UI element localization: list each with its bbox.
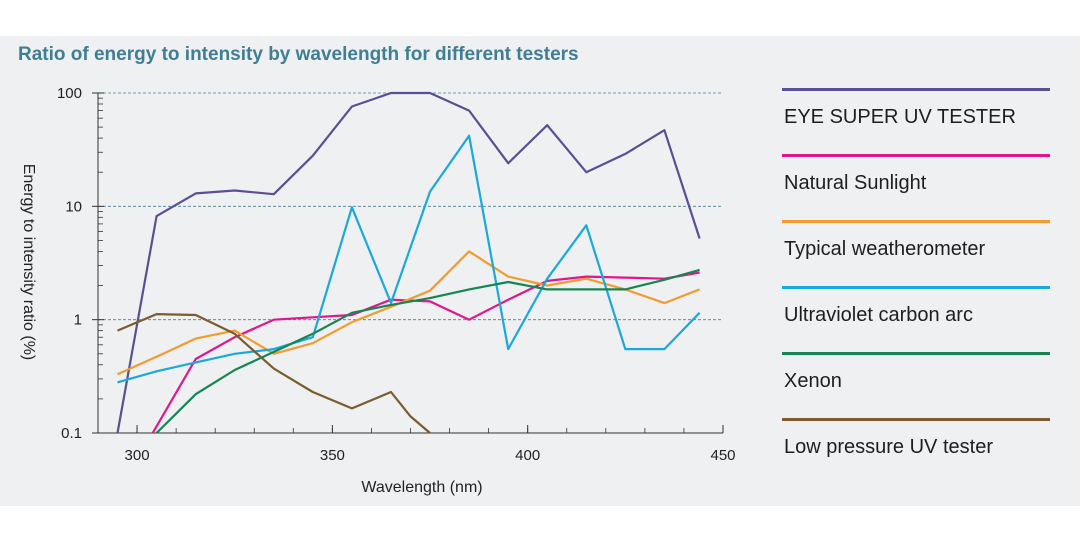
- legend-item: EYE SUPER UV TESTER: [782, 88, 1052, 154]
- y-axis-label: Energy to intensity ratio (%): [20, 164, 37, 361]
- series-line: [151, 271, 700, 434]
- y-tick-label: 10: [65, 198, 82, 215]
- y-tick-label: 1: [74, 312, 82, 329]
- legend-swatch: [782, 418, 1050, 421]
- grid-lines: [98, 92, 723, 434]
- legend-swatch: [782, 352, 1050, 355]
- y-tick-label: 0.1: [61, 425, 82, 442]
- legend-swatch: [782, 154, 1050, 157]
- legend-swatch: [782, 286, 1050, 289]
- legend-label: EYE SUPER UV TESTER: [784, 106, 1016, 128]
- legend-item: Low pressure UV tester: [782, 418, 1052, 484]
- legend-label: Xenon: [784, 370, 842, 392]
- series-line: [117, 250, 700, 376]
- x-tick-label: 350: [320, 447, 345, 464]
- legend-label: Low pressure UV tester: [784, 436, 993, 458]
- series-line: [155, 268, 700, 434]
- chart-panel: [0, 36, 1080, 506]
- x-axis-label: Wavelength (nm): [361, 479, 482, 496]
- chart-title: Ratio of energy to intensity by waveleng…: [18, 44, 579, 65]
- legend-item: Ultraviolet carbon arc: [782, 286, 1052, 352]
- y-tick-label: 100: [57, 85, 82, 102]
- legend-swatch: [782, 88, 1050, 91]
- series-line: [116, 91, 701, 434]
- series-line: [117, 313, 431, 434]
- x-tick-label: 450: [710, 447, 735, 464]
- x-tick-label: 400: [515, 447, 540, 464]
- legend-item: Xenon: [782, 352, 1052, 418]
- legend-label: Natural Sunlight: [784, 172, 927, 194]
- legend-item: Natural Sunlight: [782, 154, 1052, 220]
- legend-item: Typical weatherometer: [782, 220, 1052, 286]
- series-line: [117, 134, 701, 384]
- legend-label: Typical weatherometer: [784, 238, 986, 260]
- legend: EYE SUPER UV TESTER Natural Sunlight Typic…: [782, 88, 1052, 484]
- legend-swatch: [782, 220, 1050, 223]
- legend-label: Ultraviolet carbon arc: [784, 304, 973, 326]
- axes: 0.1 1 10 100 300 350 400 450: [57, 85, 736, 464]
- plot-area: [116, 91, 701, 434]
- x-tick-label: 300: [125, 447, 150, 464]
